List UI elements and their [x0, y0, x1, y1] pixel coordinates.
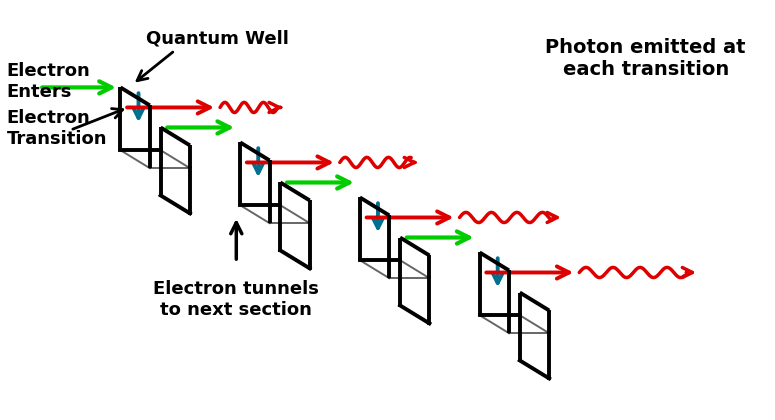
Text: Quantum Well: Quantum Well — [146, 29, 289, 47]
Text: Electron
Enters: Electron Enters — [7, 62, 91, 101]
Text: Photon emitted at
each transition: Photon emitted at each transition — [546, 38, 746, 79]
Text: Electron tunnels
to next section: Electron tunnels to next section — [153, 280, 319, 319]
Text: Electron
Transition: Electron Transition — [7, 109, 108, 148]
